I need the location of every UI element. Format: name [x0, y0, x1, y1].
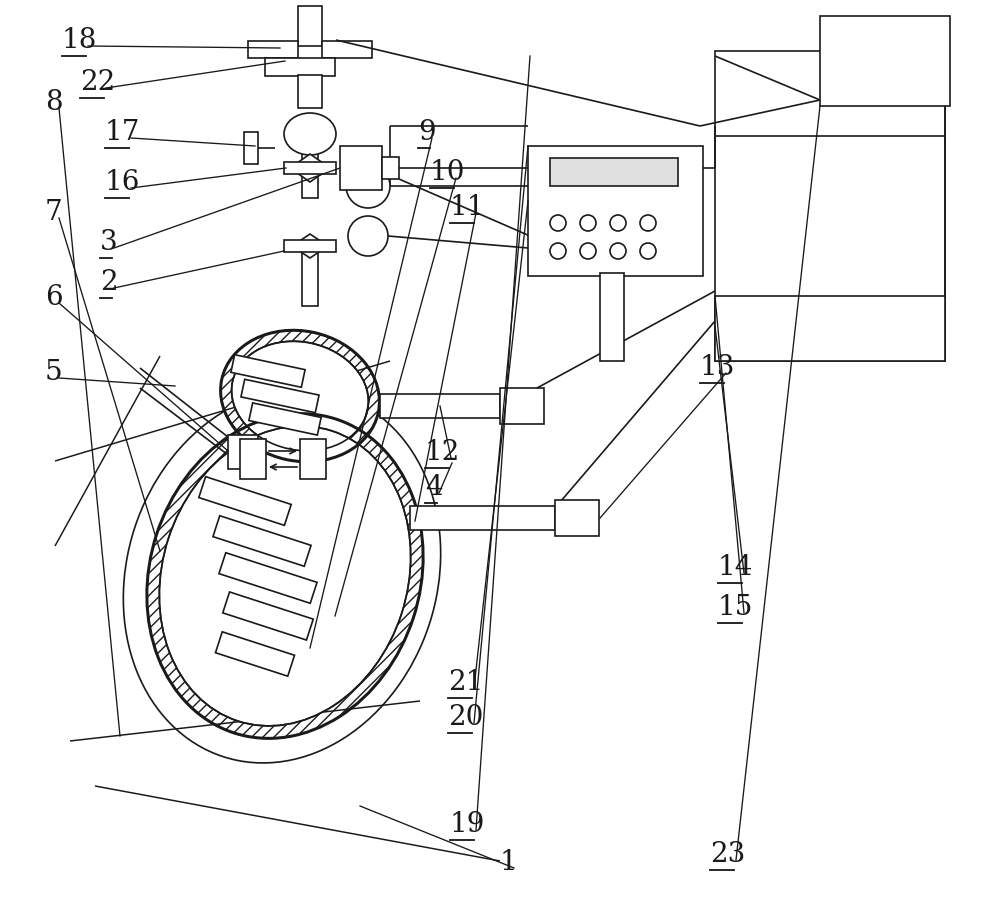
Bar: [302, 166, 318, 198]
Text: 11: 11: [450, 194, 486, 221]
Text: 19: 19: [450, 811, 485, 838]
Polygon shape: [292, 234, 328, 258]
Text: 22: 22: [80, 69, 115, 96]
Polygon shape: [199, 476, 291, 526]
Text: 4: 4: [425, 474, 443, 501]
Text: 10: 10: [430, 159, 466, 186]
Polygon shape: [219, 552, 317, 604]
Bar: [248, 41, 298, 58]
Text: 9: 9: [418, 119, 436, 146]
Bar: [244, 132, 258, 164]
Bar: [322, 41, 372, 58]
Bar: [410, 506, 555, 530]
Bar: [550, 158, 678, 186]
Bar: [380, 394, 500, 418]
Circle shape: [348, 216, 388, 256]
Ellipse shape: [147, 414, 423, 738]
Bar: [298, 75, 322, 108]
Bar: [500, 388, 544, 424]
Text: 18: 18: [62, 27, 97, 54]
Text: 16: 16: [105, 169, 140, 196]
Bar: [228, 435, 258, 469]
Circle shape: [550, 215, 566, 231]
Bar: [300, 439, 326, 479]
Bar: [600, 273, 624, 361]
Circle shape: [580, 215, 596, 231]
Circle shape: [640, 243, 656, 259]
Bar: [298, 6, 322, 46]
Bar: [284, 162, 336, 174]
Circle shape: [610, 215, 626, 231]
Ellipse shape: [284, 113, 336, 155]
Bar: [302, 133, 318, 161]
Ellipse shape: [232, 342, 368, 451]
Polygon shape: [223, 592, 313, 640]
Circle shape: [640, 215, 656, 231]
Bar: [820, 16, 950, 106]
Text: 5: 5: [45, 359, 63, 386]
Polygon shape: [241, 379, 319, 413]
Circle shape: [580, 243, 596, 259]
Polygon shape: [290, 154, 330, 182]
Polygon shape: [249, 403, 321, 435]
Text: 17: 17: [105, 119, 140, 146]
Circle shape: [346, 164, 390, 208]
Bar: [715, 296, 945, 361]
Text: 14: 14: [718, 554, 753, 581]
Text: 12: 12: [425, 439, 460, 466]
Bar: [265, 58, 335, 76]
Bar: [528, 146, 703, 276]
Bar: [240, 439, 266, 479]
Text: 20: 20: [448, 704, 483, 731]
Text: 21: 21: [448, 669, 483, 696]
Text: 23: 23: [710, 841, 745, 868]
Text: 7: 7: [45, 199, 63, 226]
Polygon shape: [213, 516, 311, 566]
Text: 13: 13: [700, 354, 735, 381]
Text: 3: 3: [100, 229, 118, 256]
Ellipse shape: [221, 331, 379, 462]
Text: 2: 2: [100, 269, 118, 296]
Bar: [340, 146, 382, 190]
Polygon shape: [231, 354, 305, 387]
Circle shape: [550, 243, 566, 259]
Bar: [302, 244, 318, 306]
Bar: [284, 240, 336, 252]
Bar: [715, 51, 945, 361]
Bar: [555, 500, 599, 536]
Ellipse shape: [159, 426, 411, 725]
Polygon shape: [215, 632, 295, 676]
Text: 8: 8: [45, 89, 63, 116]
Text: 6: 6: [45, 284, 63, 311]
Circle shape: [610, 243, 626, 259]
Text: 15: 15: [718, 594, 753, 621]
Bar: [382, 157, 399, 179]
Text: 1: 1: [500, 849, 518, 876]
